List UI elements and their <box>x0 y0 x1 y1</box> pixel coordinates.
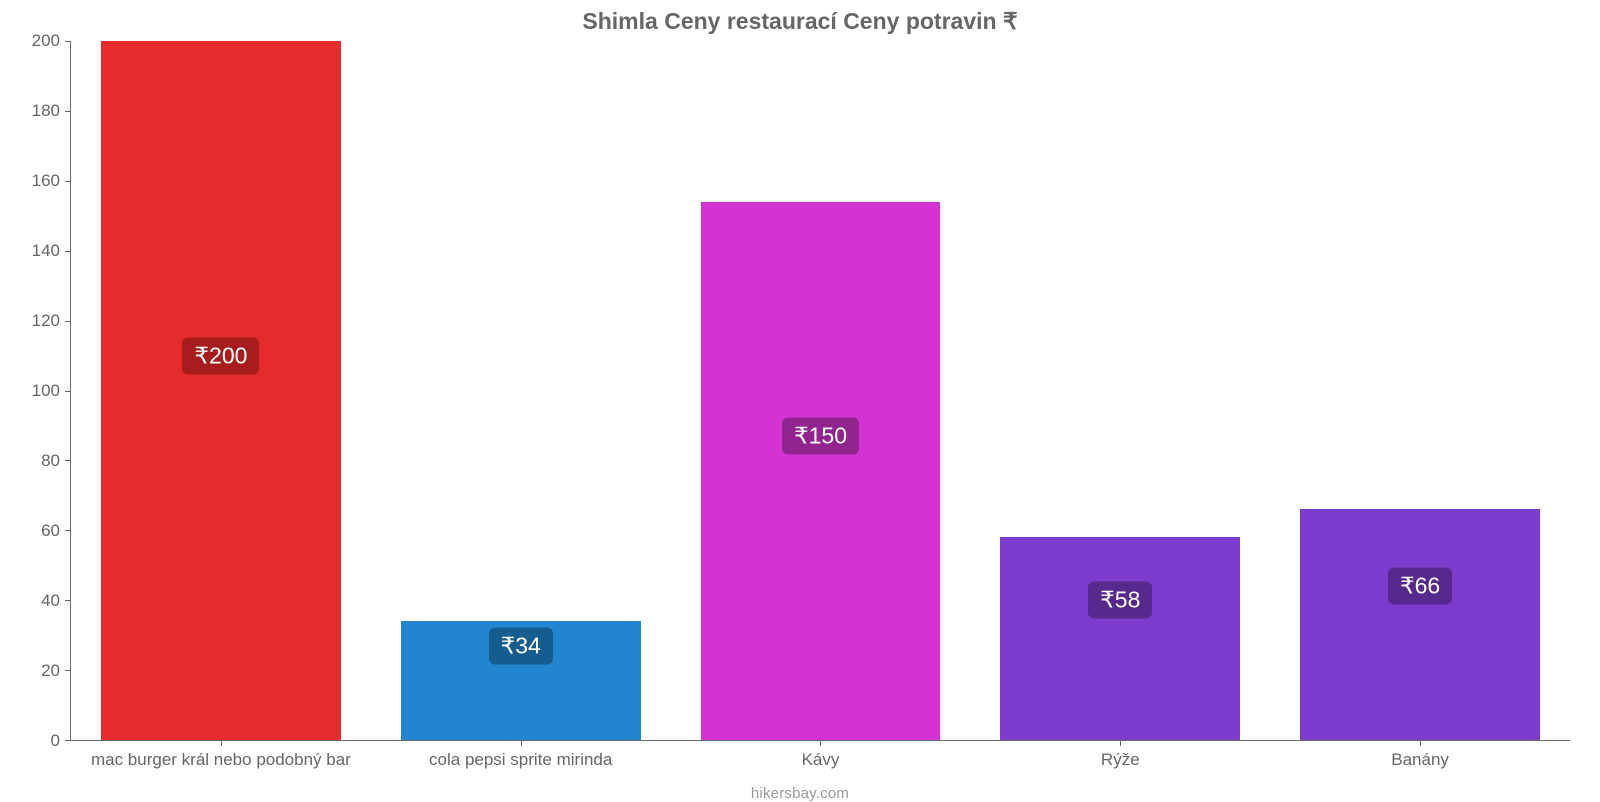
bar-slot: ₹58Rýže <box>970 41 1270 740</box>
ytick-label: 100 <box>0 381 60 401</box>
ytick-label: 180 <box>0 101 60 121</box>
xtick-mark <box>820 740 821 746</box>
chart-title: Shimla Ceny restaurací Ceny potravin ₹ <box>0 8 1600 35</box>
bar <box>701 202 941 740</box>
bar-slot: ₹150Kávy <box>671 41 971 740</box>
x-axis-label: cola pepsi sprite mirinda <box>371 750 671 770</box>
ytick-label: 40 <box>0 591 60 611</box>
chart-container: Shimla Ceny restaurací Ceny potravin ₹ ₹… <box>0 0 1600 800</box>
x-axis-label: Rýže <box>970 750 1270 770</box>
bar <box>1300 509 1540 740</box>
attribution-text: hikersbay.com <box>0 785 1600 802</box>
ytick-label: 80 <box>0 451 60 471</box>
bars-group: ₹200mac burger král nebo podobný bar₹34c… <box>71 41 1570 740</box>
ytick-label: 140 <box>0 241 60 261</box>
ytick-label: 20 <box>0 661 60 681</box>
bar <box>401 621 641 740</box>
ytick-label: 160 <box>0 171 60 191</box>
bar <box>101 41 341 740</box>
bar-slot: ₹66Banány <box>1270 41 1570 740</box>
x-axis-label: Banány <box>1270 750 1570 770</box>
xtick-mark <box>1420 740 1421 746</box>
xtick-mark <box>521 740 522 746</box>
bar <box>1000 537 1240 740</box>
ytick-mark <box>65 740 71 741</box>
plot-area: ₹200mac burger král nebo podobný bar₹34c… <box>70 41 1570 741</box>
ytick-label: 0 <box>0 731 60 751</box>
ytick-label: 200 <box>0 31 60 51</box>
x-axis-label: Kávy <box>671 750 971 770</box>
x-axis-label: mac burger král nebo podobný bar <box>71 750 371 770</box>
ytick-label: 60 <box>0 521 60 541</box>
xtick-mark <box>1120 740 1121 746</box>
bar-slot: ₹34cola pepsi sprite mirinda <box>371 41 671 740</box>
bar-slot: ₹200mac burger král nebo podobný bar <box>71 41 371 740</box>
xtick-mark <box>221 740 222 746</box>
plot: ₹200mac burger král nebo podobný bar₹34c… <box>70 41 1570 741</box>
ytick-label: 120 <box>0 311 60 331</box>
